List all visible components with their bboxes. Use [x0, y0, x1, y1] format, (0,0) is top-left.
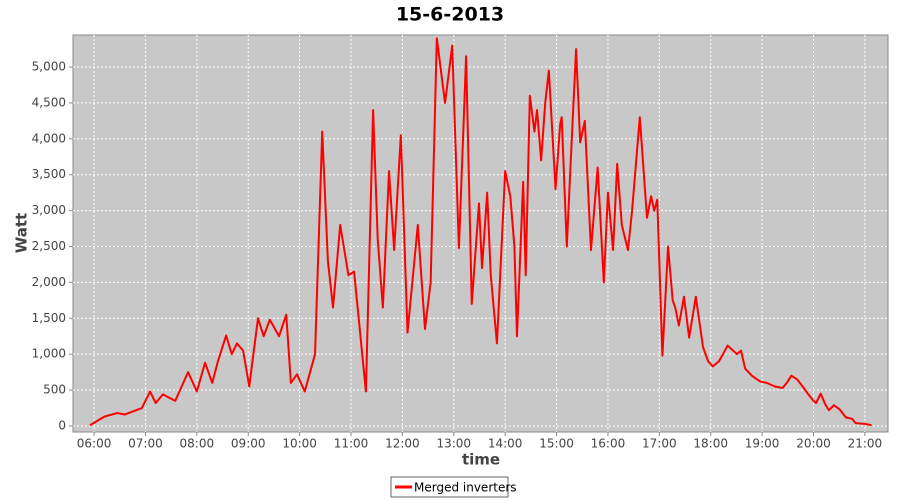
- x-tick-label: 13:00: [436, 437, 471, 451]
- y-tick-label: 1,000: [32, 347, 66, 361]
- x-tick-label: 16:00: [591, 437, 626, 451]
- x-tick-label: 18:00: [693, 437, 728, 451]
- x-axis-label: time: [462, 451, 500, 469]
- y-tick-label: 500: [43, 383, 66, 397]
- y-tick-label: 4,000: [32, 131, 66, 145]
- x-tick-label: 06:00: [77, 437, 112, 451]
- y-tick-label: 5,000: [32, 60, 66, 74]
- y-tick-label: 1,500: [32, 311, 66, 325]
- legend-label: Merged inverters: [414, 481, 517, 495]
- legend: [390, 476, 509, 498]
- x-tick-label: 09:00: [231, 437, 266, 451]
- x-tick-label: 20:00: [796, 437, 831, 451]
- y-axis-label: Watt: [13, 213, 31, 253]
- y-tick-label: 2,000: [32, 275, 66, 289]
- y-tick-label: 2,500: [32, 239, 66, 253]
- x-tick-label: 17:00: [642, 437, 677, 451]
- y-tick-label: 4,500: [32, 95, 66, 109]
- x-tick-label: 19:00: [745, 437, 780, 451]
- chart-title: 15-6-2013: [396, 4, 504, 26]
- x-tick-label: 12:00: [385, 437, 420, 451]
- x-tick-label: 08:00: [180, 437, 215, 451]
- line-series: [89, 37, 872, 427]
- x-tick-label: 07:00: [128, 437, 163, 451]
- x-tick-label: 21:00: [848, 437, 883, 451]
- x-tick-label: 10:00: [282, 437, 317, 451]
- x-tick-label: 14:00: [488, 437, 523, 451]
- y-tick-label: 3,500: [32, 167, 66, 181]
- x-tick-label: 15:00: [539, 437, 574, 451]
- x-tick-label: 11:00: [334, 437, 369, 451]
- y-tick-label: 3,000: [32, 203, 66, 217]
- y-tick-label: 0: [58, 418, 66, 432]
